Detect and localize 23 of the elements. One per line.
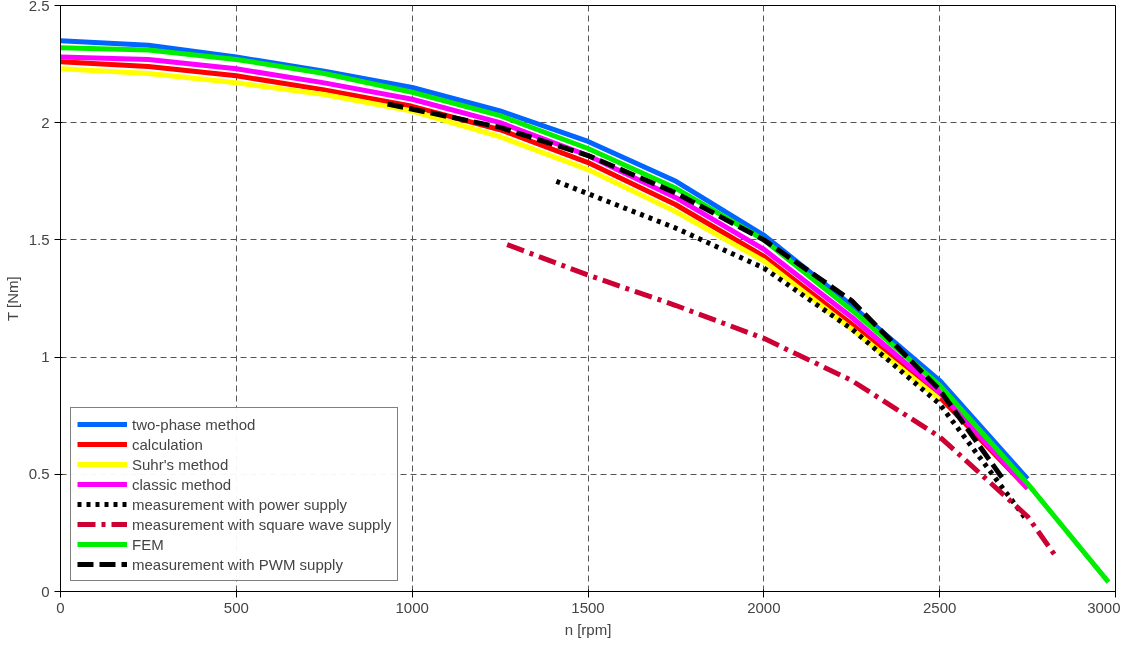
x-tick-label: 1500	[571, 598, 605, 616]
legend-label: FEM	[132, 535, 164, 553]
y-tick-label: 2	[41, 113, 50, 131]
legend-label: classic method	[132, 475, 232, 493]
y-axis-title: T [Nm]	[3, 276, 21, 321]
y-tick-label: 0	[41, 582, 50, 600]
x-tick-label: 3000	[1087, 598, 1121, 616]
y-tick-label: 0.5	[28, 465, 50, 483]
y-tick-label: 1.5	[28, 230, 50, 248]
x-tick-label: 2500	[922, 598, 957, 616]
y-tick-label: 2.5	[28, 0, 50, 14]
legend-label: measurement with power supply	[132, 495, 348, 513]
x-tick-label: 500	[223, 598, 249, 616]
legend-label: measurement with square wave supply	[132, 515, 392, 533]
legend-label: measurement with PWM supply	[132, 555, 343, 573]
legend-label: calculation	[132, 435, 203, 453]
legend-label: two-phase method	[132, 415, 256, 433]
legend-label: Suhr's method	[132, 455, 229, 473]
x-tick-label: 0	[56, 598, 65, 616]
x-tick-label: 2000	[747, 598, 781, 616]
x-axis-title: n [rpm]	[564, 620, 612, 638]
x-tick-label: 1000	[395, 598, 429, 616]
y-tick-label: 1	[41, 348, 50, 366]
